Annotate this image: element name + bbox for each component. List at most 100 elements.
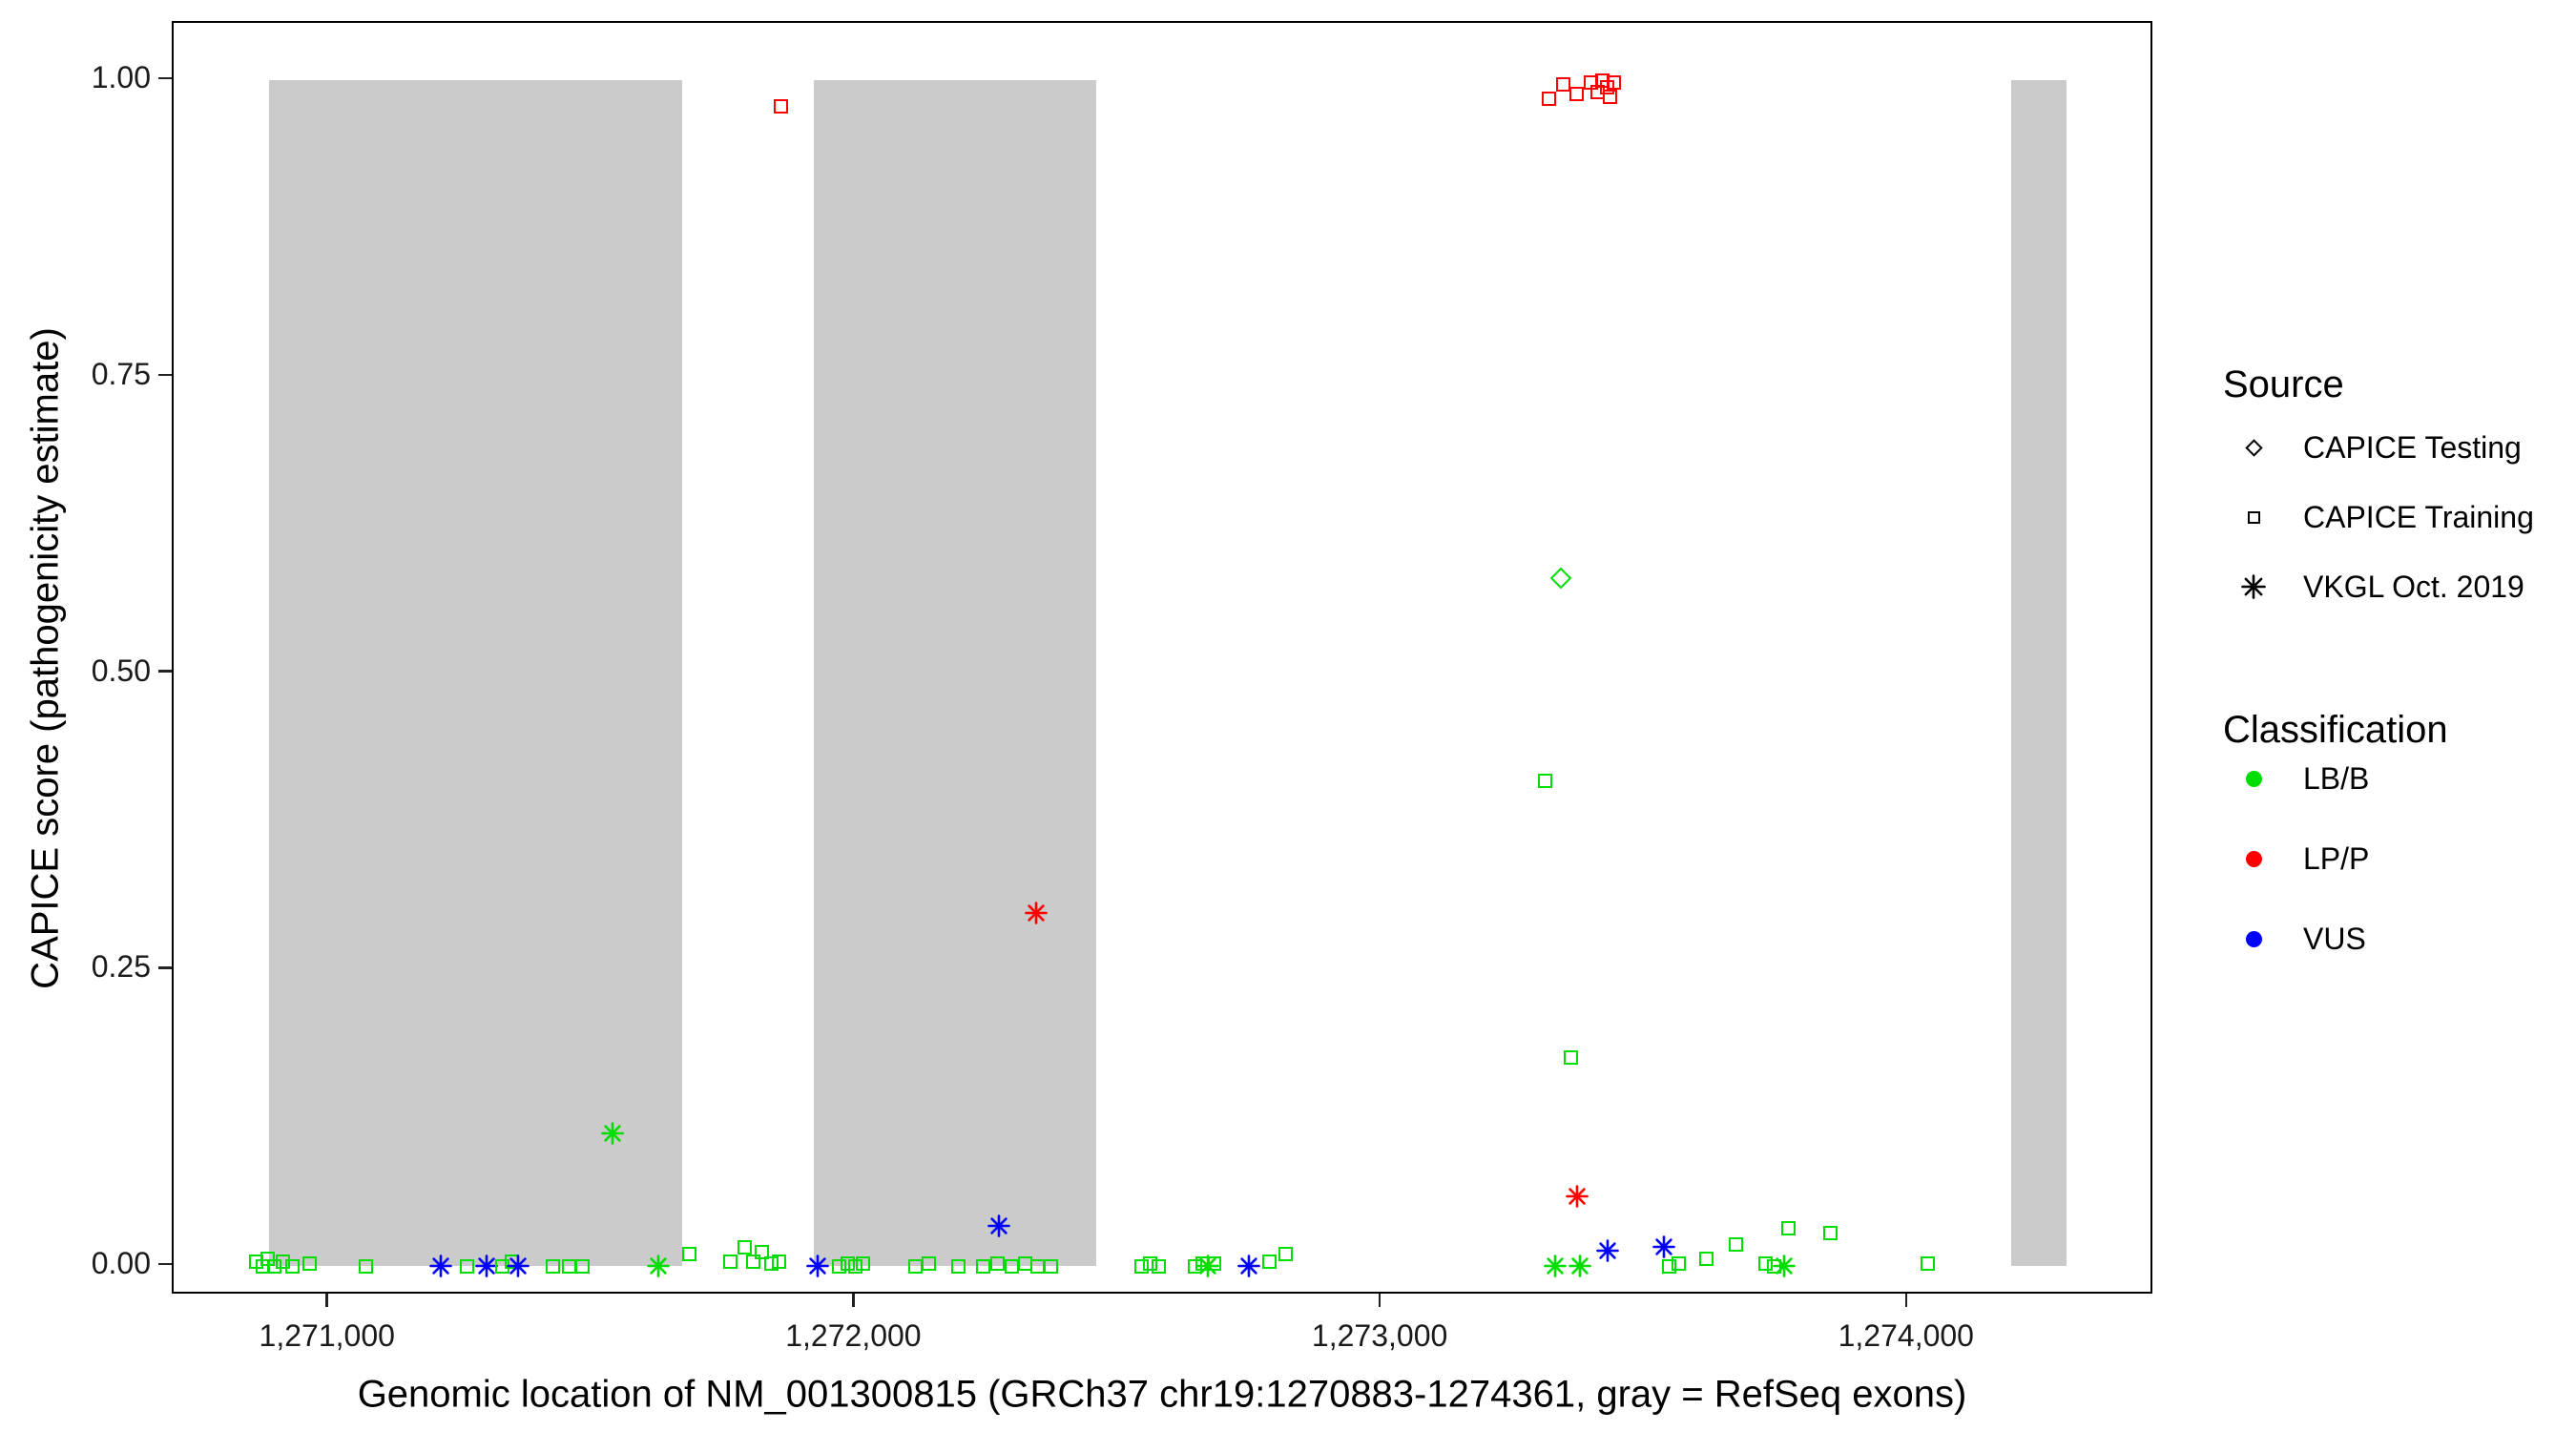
data-point-asterisk [1544,1255,1567,1277]
data-point-square [772,1254,787,1269]
data-point-square [1568,87,1584,102]
data-point-square [1004,1258,1019,1274]
data-point-square [723,1254,738,1269]
y-axis-tick [158,76,172,80]
asterisk-icon [2223,574,2284,599]
data-point-square [763,1256,779,1271]
data-point-square [1537,774,1552,789]
data-point-square [301,1256,317,1271]
y-axis-tick-label: 0.25 [91,949,151,985]
legend-item-lb-b: LB/B [2223,759,2369,798]
data-point-square [908,1258,924,1274]
data-point-square [575,1258,591,1274]
data-point-asterisk [507,1255,530,1277]
data-point-square [1044,1258,1059,1274]
x-axis-tick [325,1294,328,1307]
data-point-asterisk [1568,1255,1591,1277]
data-point-asterisk [646,1255,670,1277]
data-point-square [459,1258,474,1274]
data-point-square [1564,1049,1579,1065]
legend-item-label: VKGL Oct. 2019 [2303,569,2524,604]
data-point-square [1133,1258,1149,1274]
data-point-square [832,1258,847,1274]
y-axis-tick [158,1262,172,1266]
data-point-square [1758,1256,1774,1271]
legend-item-label: VUS [2303,921,2366,956]
data-point-square [1207,1256,1222,1271]
data-point-asterisk [474,1255,498,1277]
data-point-square [975,1258,990,1274]
y-axis-tick [158,670,172,673]
y-axis-tick-label: 0.00 [91,1246,151,1280]
data-point-square [1262,1254,1278,1269]
y-axis-tick-label: 0.50 [91,653,151,688]
y-axis-tick [158,966,172,969]
classification-dot-icon [2223,850,2284,867]
square-icon [2223,510,2284,524]
legend-item-vus: VUS [2223,920,2366,958]
data-point-square [755,1244,770,1259]
legend-item-label: LB/B [2303,760,2370,796]
data-point-square [847,1258,862,1274]
diamond-icon [2223,438,2284,457]
data-point-square [1672,1256,1687,1271]
x-axis-tick-label: 1,271,000 [259,1318,395,1353]
data-point-asterisk [1566,1184,1589,1208]
x-axis-tick [1378,1294,1381,1307]
data-point-asterisk [1773,1255,1796,1277]
y-axis-tick [158,373,172,376]
data-point-asterisk [1596,1239,1620,1262]
legend-item-vkgl-oct-2019: VKGL Oct. 2019 [2223,568,2524,606]
data-point-square [682,1247,697,1262]
legend-item-label: LP/P [2303,840,2370,876]
data-point-square [1017,1256,1032,1271]
data-point-square [1822,1225,1838,1240]
refseq-exon-band [268,80,683,1266]
data-point-square [989,1256,1005,1271]
data-point-square [745,1254,760,1269]
data-point-square [545,1258,560,1274]
data-point-square [737,1239,753,1255]
data-point-square [951,1258,966,1274]
data-point-square [267,1258,282,1274]
data-point-square [275,1254,290,1269]
data-point-asterisk [1237,1255,1260,1277]
data-point-asterisk [429,1255,453,1277]
data-point-square [773,98,788,114]
refseq-exon-band [2010,80,2067,1266]
x-axis-tick [852,1294,855,1307]
data-point-square [1780,1220,1796,1235]
classification-dot-icon [2223,930,2284,947]
x-axis-tick-label: 1,274,000 [1838,1318,1974,1353]
classification-dot-icon [2223,770,2284,787]
x-axis-tick-label: 1,272,000 [785,1318,922,1353]
data-point-square [1662,1258,1677,1274]
data-point-square [1030,1258,1046,1274]
legend-item-capice-training: CAPICE Training [2223,498,2534,536]
data-point-square [1142,1256,1157,1271]
data-point-square [1921,1256,1936,1271]
refseq-exon-band [814,80,1096,1266]
data-point-square [855,1256,870,1271]
data-point-diamond [1549,567,1572,590]
data-point-asterisk [1652,1235,1676,1258]
data-point-asterisk [805,1255,829,1277]
data-point-asterisk [1024,901,1048,924]
legend-item-label: CAPICE Testing [2303,429,2522,465]
legend-classification-title: Classification [2223,709,2448,751]
data-point-square [1607,74,1622,90]
x-axis-tick-label: 1,273,000 [1311,1318,1448,1353]
y-axis-tick-label: 0.75 [91,356,151,391]
legend-source-title: Source [2223,363,2344,405]
data-point-square [284,1258,300,1274]
data-point-square [1728,1237,1743,1253]
data-point-square [1555,77,1570,93]
data-point-square [1542,92,1557,107]
data-point-asterisk [600,1121,624,1145]
legend-item-capice-testing: CAPICE Testing [2223,428,2522,467]
data-point-square [358,1258,373,1274]
legend-item-label: CAPICE Training [2303,499,2534,534]
data-point-square [1599,79,1614,94]
legend-item-lp-p: LP/P [2223,840,2369,878]
data-point-square [1603,89,1618,104]
